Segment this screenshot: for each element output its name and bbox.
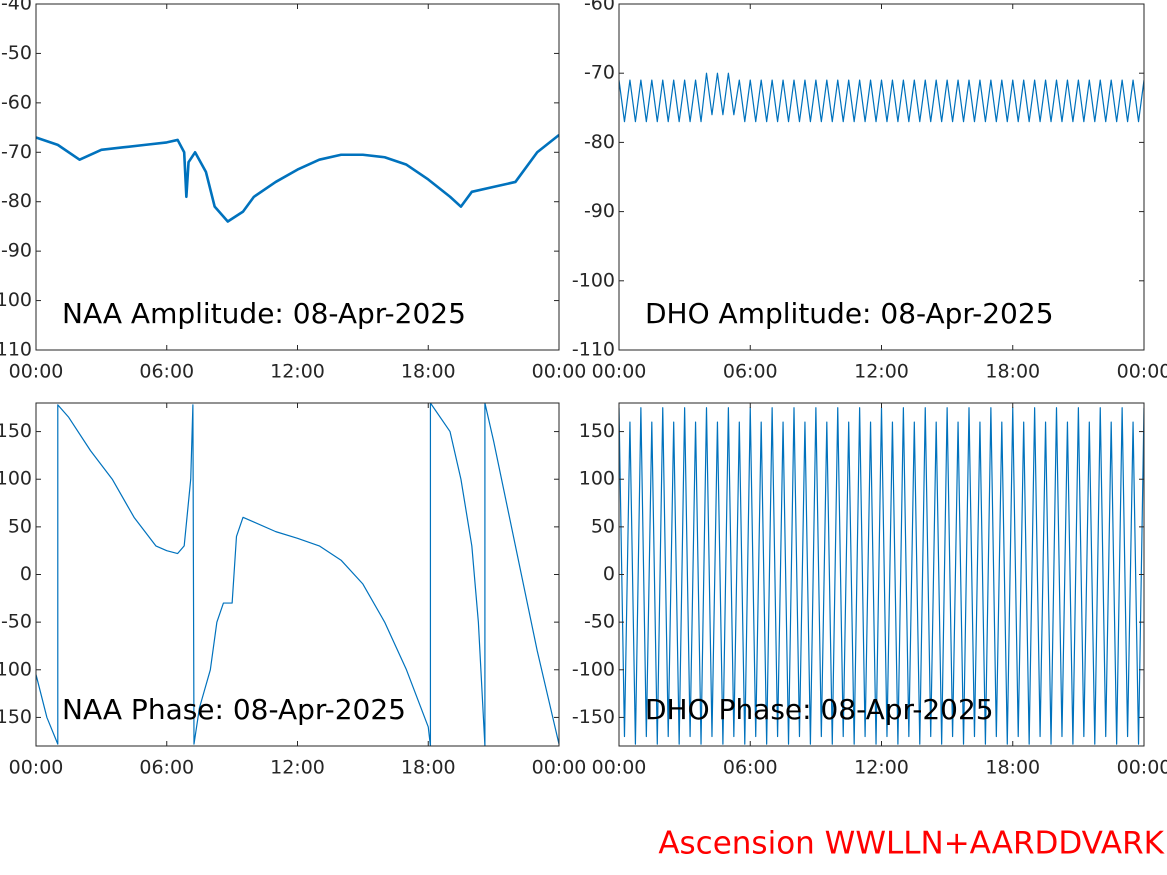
y-tick-label: -50: [1, 611, 32, 633]
panel-title: DHO Amplitude: 08-Apr-2025: [645, 297, 1054, 330]
x-tick-label: 00:00: [9, 361, 64, 383]
y-tick-label: -70: [1, 141, 32, 163]
plot-area: [619, 403, 1144, 746]
y-tick-label: -40: [1, 0, 32, 15]
x-tick-label: 06:00: [723, 361, 778, 383]
x-tick-label: 00:00: [1117, 361, 1167, 383]
x-tick-label: 18:00: [985, 757, 1040, 779]
x-tick-label: 00:00: [9, 757, 64, 779]
y-tick-label: -90: [1, 240, 32, 262]
plot-area: [36, 403, 559, 746]
panel: -150 -100 -50 0 50 100 150 00:00 06:00 12:00 18:00…: [0, 402, 587, 779]
x-tick-label: 12:00: [270, 361, 325, 383]
y-tick-label: 150: [0, 420, 32, 442]
panel-title: NAA Phase: 08-Apr-2025: [62, 693, 406, 726]
x-tick-label: 06:00: [723, 757, 778, 779]
y-tick-label: -70: [584, 62, 615, 84]
panel: -150 -100 -50 0 50 100 150 00:00 06:00 12:00 18:00…: [572, 402, 1167, 779]
footer: Ascension WWLLN+AARDDVARK: [658, 826, 1164, 862]
y-tick-label: -110: [572, 339, 615, 361]
y-tick-label: 50: [8, 515, 32, 537]
y-tick-label: -100: [572, 658, 615, 680]
y-tick-label: 0: [603, 563, 615, 585]
y-tick-label: -100: [572, 269, 615, 291]
x-tick-label: 12:00: [854, 361, 909, 383]
y-tick-label: -50: [1, 42, 32, 64]
x-tick-label: 00:00: [592, 361, 647, 383]
y-tick-label: 150: [579, 420, 615, 442]
y-tick-label: -100: [0, 289, 32, 311]
panel: -110 -100 -90 -80 -70 -60 00:00 06:00 12:00 18:00…: [572, 0, 1167, 383]
x-tick-label: 12:00: [854, 757, 909, 779]
y-tick-label: -80: [1, 190, 32, 212]
data-line: [36, 133, 559, 223]
y-tick-label: -90: [584, 200, 615, 222]
panel-title: NAA Amplitude: 08-Apr-2025: [62, 297, 466, 330]
panel-title: DHO Phase: 08-Apr-2025: [645, 693, 994, 726]
y-tick-label: -150: [572, 706, 615, 728]
x-tick-label: 00:00: [532, 361, 587, 383]
y-tick-label: -60: [584, 0, 615, 15]
x-tick-label: 00:00: [592, 757, 647, 779]
y-tick-label: -110: [0, 339, 32, 361]
y-tick-label: -100: [0, 658, 32, 680]
y-tick-label: -50: [584, 611, 615, 633]
y-tick-label: -60: [1, 91, 32, 113]
y-tick-label: -80: [584, 131, 615, 153]
x-tick-label: 12:00: [270, 757, 325, 779]
x-tick-label: 18:00: [401, 361, 456, 383]
y-tick-label: 50: [591, 515, 615, 537]
x-tick-label: 18:00: [401, 757, 456, 779]
x-tick-label: 06:00: [139, 361, 194, 383]
data-line: [36, 403, 559, 746]
data-line: [619, 72, 1144, 123]
y-tick-label: -150: [0, 706, 32, 728]
x-tick-label: 18:00: [985, 361, 1040, 383]
y-tick-label: 0: [20, 563, 32, 585]
panel: -110 -100 -90 -80 -70 -60 -50 -40 00:00 06:00 12:0…: [0, 0, 586, 383]
plot-area: [619, 4, 1144, 350]
x-tick-label: 00:00: [1117, 757, 1167, 779]
x-tick-label: 00:00: [532, 757, 587, 779]
plot-area: [36, 4, 559, 350]
y-tick-label: 100: [0, 468, 32, 490]
y-tick-label: 100: [579, 468, 615, 490]
x-tick-label: 06:00: [139, 757, 194, 779]
